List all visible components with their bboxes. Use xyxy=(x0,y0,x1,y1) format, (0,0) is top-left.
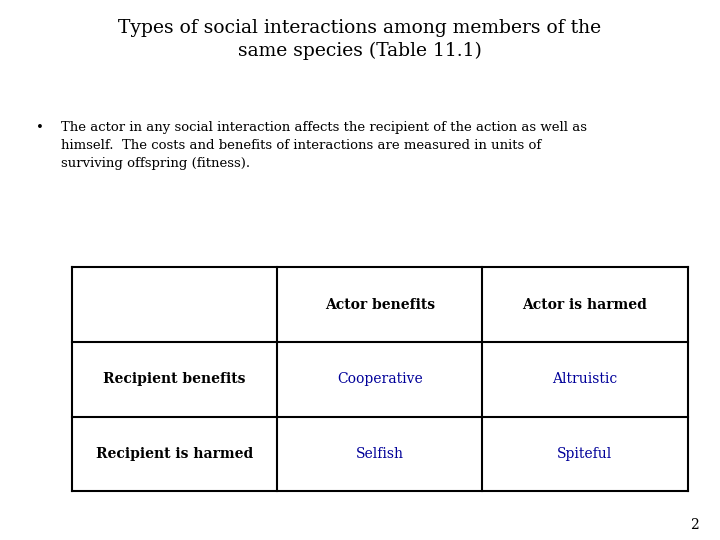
Text: 2: 2 xyxy=(690,518,698,532)
Text: Recipient is harmed: Recipient is harmed xyxy=(96,447,253,461)
Text: Actor is harmed: Actor is harmed xyxy=(523,298,647,312)
Text: •: • xyxy=(36,122,43,134)
Text: Selfish: Selfish xyxy=(356,447,404,461)
Text: Cooperative: Cooperative xyxy=(337,373,423,386)
Text: Spiteful: Spiteful xyxy=(557,447,613,461)
Text: Actor benefits: Actor benefits xyxy=(325,298,435,312)
Text: Recipient benefits: Recipient benefits xyxy=(104,373,246,386)
Text: Altruistic: Altruistic xyxy=(552,373,618,386)
Text: The actor in any social interaction affects the recipient of the action as well : The actor in any social interaction affe… xyxy=(61,122,588,170)
Text: Types of social interactions among members of the
same species (Table 11.1): Types of social interactions among membe… xyxy=(118,19,602,60)
